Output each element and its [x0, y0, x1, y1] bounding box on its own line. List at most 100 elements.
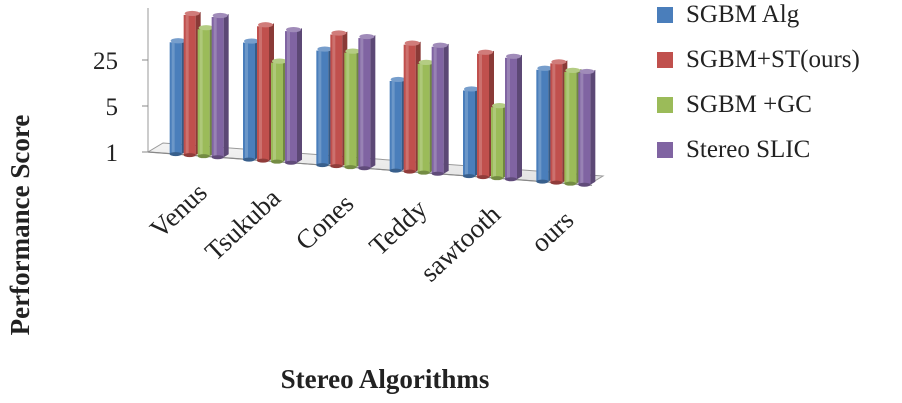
bar-front [403, 44, 416, 172]
bar-front [183, 14, 196, 156]
bar-top [331, 30, 347, 36]
bar-base [358, 166, 371, 171]
bar-top [565, 67, 581, 73]
x-axis-title: Stereo Algorithms [281, 364, 490, 394]
bar-base [536, 179, 549, 184]
bar-top [345, 48, 361, 54]
legend-label: SGBM+ST(ours) [686, 46, 860, 73]
bar-highlight [405, 44, 409, 172]
bar-base [316, 163, 329, 168]
bar-front [243, 42, 255, 160]
bar-base [564, 181, 577, 186]
bar-base [389, 168, 402, 173]
bar-base [285, 160, 297, 165]
bar-top [244, 38, 259, 44]
bar-front [389, 80, 402, 171]
bar-base [183, 153, 196, 158]
legend-label: Stereo SLIC [686, 136, 810, 163]
bar-base [344, 165, 357, 170]
bar-top [170, 38, 186, 44]
bar-top [579, 68, 595, 75]
bar-highlight [419, 63, 423, 173]
bar-front [316, 50, 329, 166]
bar [316, 46, 334, 168]
bar-front [344, 52, 357, 168]
bar [358, 33, 376, 171]
bar-highlight [538, 69, 542, 182]
bar-side [517, 54, 522, 180]
bar-top [390, 76, 406, 83]
bar-front [505, 57, 517, 180]
y-tick-label: 5 [106, 94, 119, 121]
legend-swatch [657, 97, 673, 113]
bar-highlight [287, 31, 290, 163]
bar-top [432, 42, 448, 48]
bar-highlight [566, 71, 570, 184]
bar-top [258, 22, 273, 28]
legend-item: SGBM +GC [657, 91, 812, 118]
legend: SGBM Alg SGBM+ST(ours) SGBM +GC Stereo SLIC [657, 1, 860, 163]
bar-highlight [433, 46, 437, 174]
bar-highlight [507, 57, 510, 180]
bar-highlight [318, 50, 322, 166]
bar-front [550, 63, 563, 183]
bar-highlight [360, 38, 364, 169]
bar-side [297, 28, 302, 163]
bar-base [578, 182, 591, 187]
legend-swatch [657, 7, 673, 23]
bar-highlight [493, 107, 496, 179]
bar-front [169, 42, 182, 155]
bar-highlight [580, 72, 584, 185]
bar [505, 53, 522, 182]
bar-front [417, 63, 430, 173]
bar [257, 22, 274, 163]
bar-highlight [552, 63, 556, 183]
bar-top [286, 27, 301, 33]
bar-front [564, 71, 577, 184]
bar [211, 12, 229, 160]
legend-swatch [657, 142, 673, 158]
bar-top [506, 53, 521, 59]
bar-top [404, 40, 420, 46]
bar-top [551, 59, 567, 65]
bar-top [317, 46, 333, 52]
bar-front [330, 34, 343, 167]
bar-highlight [185, 14, 189, 156]
x-tick-label: ours [525, 204, 579, 258]
bar-top [272, 58, 287, 64]
bar-highlight [346, 52, 350, 168]
bar-highlight [171, 42, 175, 155]
bar-base [477, 175, 489, 180]
bar [285, 27, 302, 165]
bar-highlight [199, 29, 203, 157]
bar-base [505, 177, 517, 182]
legend-swatch [657, 52, 673, 68]
bar-top [537, 65, 553, 71]
bar-base [257, 158, 269, 163]
legend-item: Stereo SLIC [657, 136, 810, 163]
bar-base [211, 155, 224, 160]
y-axis-title: Performance Score [5, 115, 35, 336]
bar-base [271, 159, 283, 164]
bar-highlight [391, 80, 395, 171]
x-tick-label: Venus [144, 177, 213, 244]
bar-front [578, 72, 591, 185]
bar-front [431, 46, 444, 174]
x-tick-label: Cones [290, 188, 360, 256]
legend-item: SGBM+ST(ours) [657, 46, 860, 73]
bar-base [169, 152, 182, 157]
bar-front [271, 62, 283, 162]
bar-top [418, 59, 434, 65]
bar-front [257, 26, 269, 161]
bar-side [223, 14, 229, 158]
bar-front [491, 107, 503, 179]
bar-top [478, 49, 493, 55]
bar-front [197, 29, 210, 157]
legend-label: SGBM Alg [686, 1, 800, 28]
bar-highlight [245, 42, 248, 160]
bar-top [198, 25, 214, 31]
bar-front [463, 90, 475, 177]
